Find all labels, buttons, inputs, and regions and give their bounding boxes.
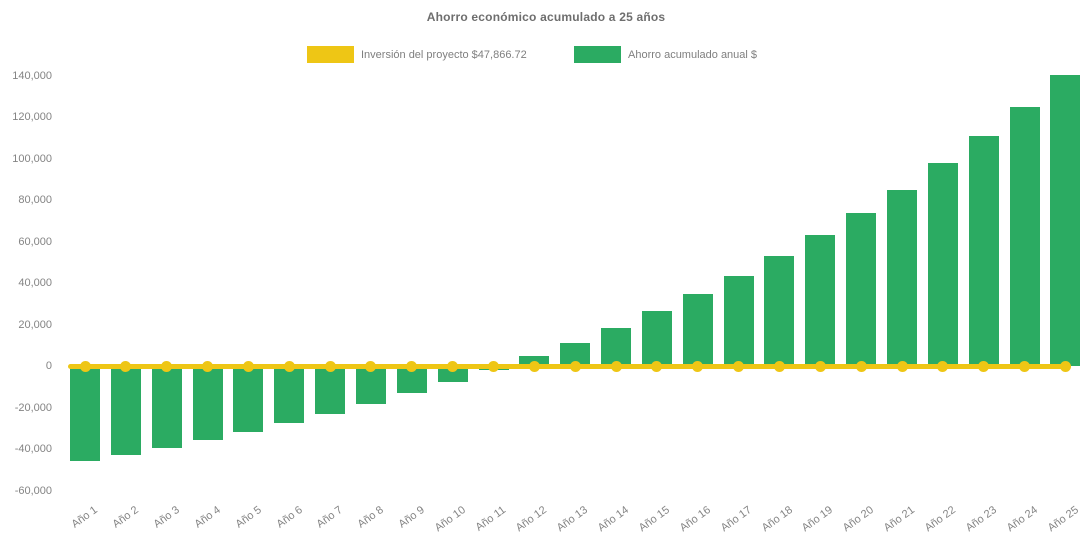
investment-line-marker [569,360,581,372]
investment-line-marker [692,360,704,372]
y-axis-tick-label: 120,000 [12,111,52,123]
investment-line-marker [937,360,949,372]
bar-año-25 [1050,74,1081,366]
investment-line-marker [283,360,295,372]
bar-año-5 [233,366,264,432]
y-axis-tick-label: -60,000 [14,484,52,497]
bar-año-1 [70,366,100,462]
bar-año-17 [723,275,754,366]
bar-año-24 [1009,106,1040,366]
bar-año-8 [355,366,386,404]
legend-item-inversion[interactable]: Inversión del proyecto $47,866.72 [307,46,527,63]
y-axis-tick-label: 60,000 [18,235,52,248]
bar-año-20 [846,212,877,366]
investment-line-marker [651,360,663,372]
investment-line-marker [610,360,622,372]
bar-año-14 [601,328,632,366]
investment-line-marker [1019,360,1031,372]
bar-año-23 [968,136,999,366]
bar-año-13 [560,342,591,366]
y-axis-tick-label: 20,000 [18,318,52,331]
y-axis-tick-label: 100,000 [12,152,52,165]
investment-line-marker [488,360,499,372]
legend: Inversión del proyecto $47,866.72 Ahorro… [0,46,1092,64]
y-axis-tick-label: 140,000 [12,69,52,82]
bar-año-10 [437,366,468,382]
investment-line-marker [773,360,785,372]
bar-año-7 [315,366,346,414]
investment-line-marker [406,360,418,372]
y-axis-tick-label: 40,000 [18,277,52,289]
legend-label-ahorro: Ahorro acumulado anual $ [628,48,758,61]
bar-año-16 [682,294,713,366]
investment-line-marker [855,360,867,372]
chart-title: Ahorro económico acumulado a 25 años [426,10,666,24]
legend-swatch-yellow-icon [307,46,354,63]
bar-año-18 [764,256,795,366]
legend-label-inversion: Inversión del proyecto $47,866.72 [361,48,527,61]
investment-line-marker [79,360,91,372]
legend-swatch-green-icon [574,46,621,63]
investment-line-marker [447,360,459,372]
y-axis-tick-label: -40,000 [14,443,52,455]
investment-line-marker [528,360,540,372]
bar-año-3 [151,366,182,448]
bar-año-6 [274,366,305,424]
investment-line-marker [161,360,173,372]
investment-line-marker [242,360,254,372]
investment-line [68,363,1066,369]
bar-año-22 [927,163,958,366]
bar-año-4 [192,366,223,440]
investment-line-marker [978,360,990,372]
investment-line-marker [202,360,214,372]
investment-line-marker [324,360,336,372]
bar-año-15 [641,311,672,366]
investment-line-marker [1059,360,1071,372]
investment-line-marker [896,360,908,372]
investment-line-marker [733,360,745,372]
bar-año-21 [887,189,917,366]
legend-item-ahorro[interactable]: Ahorro acumulado anual $ [574,46,757,63]
investment-line-marker [365,360,377,372]
y-axis-tick-label: 80,000 [18,194,52,206]
y-axis-tick-label: 0 [45,360,52,372]
bar-año-19 [805,235,836,366]
investment-line-marker [120,360,132,372]
investment-line-marker [814,360,826,372]
y-axis-tick-label: -20,000 [14,401,52,414]
bar-año-2 [110,366,141,456]
